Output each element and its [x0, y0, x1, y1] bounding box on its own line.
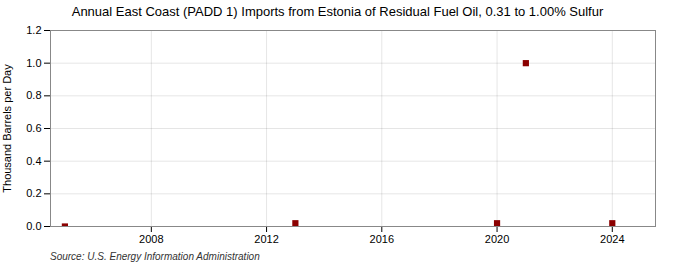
svg-text:2012: 2012: [254, 233, 278, 245]
svg-text:0.8: 0.8: [26, 89, 41, 101]
svg-text:0.2: 0.2: [26, 187, 41, 199]
svg-text:1.2: 1.2: [26, 24, 41, 36]
svg-text:2020: 2020: [485, 233, 509, 245]
svg-text:2024: 2024: [600, 233, 624, 245]
html-text:Annual East Coast (PADD 1) Imp: Annual East Coast (PADD 1) Imports from …: [71, 4, 604, 19]
svg-text:0.6: 0.6: [26, 122, 41, 134]
svg-text:0.4: 0.4: [26, 155, 41, 167]
svg-text:0.0: 0.0: [26, 220, 41, 232]
html-text:Source: U.S. Energy Informatio: Source: U.S. Energy Information Administ…: [50, 251, 260, 262]
svg-text:2008: 2008: [139, 233, 163, 245]
svg-text:1.0: 1.0: [26, 57, 41, 69]
svg-text:Thousand Barrels per Day: Thousand Barrels per Day: [1, 64, 13, 193]
svg-text:2016: 2016: [370, 233, 394, 245]
